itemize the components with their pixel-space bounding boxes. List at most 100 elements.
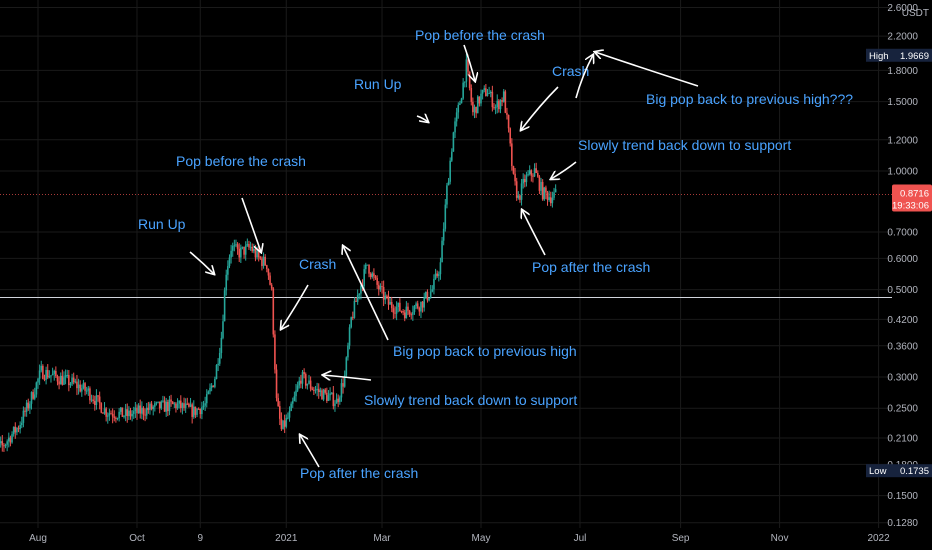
candle-body — [520, 183, 523, 200]
candle-body — [473, 106, 476, 113]
candle-body — [126, 409, 129, 417]
current-price-timer: 19:33:06 — [892, 201, 929, 212]
candle-body — [485, 88, 487, 97]
candle-body — [408, 310, 411, 315]
candle-body — [89, 388, 91, 401]
candle-body — [340, 383, 343, 398]
candle-body — [277, 398, 279, 407]
annotation-text: Pop before the crash — [415, 27, 545, 43]
candle-body — [514, 173, 516, 182]
candle-body — [449, 160, 451, 182]
candle-body — [77, 384, 80, 389]
candle-body — [382, 287, 385, 300]
candle-body — [438, 274, 440, 276]
candle-body — [512, 166, 515, 174]
candle-body — [509, 128, 512, 144]
candle-body — [452, 132, 455, 152]
candle-body — [98, 396, 101, 404]
candle-body — [538, 176, 541, 191]
candle-body — [493, 107, 495, 109]
annotation-text: Slowly trend back down to support — [578, 137, 791, 153]
candle-body — [145, 407, 148, 416]
candle-body — [525, 175, 528, 183]
annotation-arrow — [241, 197, 261, 252]
candle-body — [429, 291, 432, 298]
candle-body — [22, 410, 25, 423]
candle-body — [412, 312, 414, 315]
candle-body — [376, 277, 378, 285]
candle-body — [301, 372, 304, 384]
annotation-arrow — [575, 55, 593, 99]
candle-body — [366, 264, 369, 266]
candle-body — [480, 93, 482, 104]
candle-body — [420, 301, 422, 312]
candle-body — [149, 403, 151, 410]
candle-body — [160, 401, 163, 409]
candle-body — [348, 327, 351, 346]
candle-body — [270, 284, 273, 289]
candle-body — [465, 59, 468, 82]
candle-body — [314, 389, 317, 391]
time-axis: Aug Oct 9 2021 Mar May Jul Sep Nov 2022 — [29, 533, 890, 544]
candle-body — [384, 295, 387, 300]
candle-body — [204, 403, 206, 406]
candle-body — [313, 389, 315, 391]
time-axis-panel[interactable] — [0, 528, 892, 550]
candle-body — [32, 392, 34, 399]
candle-body — [259, 257, 262, 259]
candle-body — [311, 388, 314, 390]
candle-body — [40, 365, 43, 371]
candle-body — [330, 392, 333, 394]
candle-body — [470, 87, 473, 102]
candle-body — [105, 408, 107, 417]
candle-body — [165, 401, 167, 412]
candle-body — [394, 312, 396, 314]
candle-body — [27, 402, 30, 409]
y-tick-label: 2.6000 — [887, 3, 918, 14]
annotation-text: Run Up — [354, 76, 402, 92]
candle-body — [402, 311, 404, 313]
y-tick-label: 1.2000 — [887, 135, 918, 146]
candle-body — [56, 376, 59, 382]
candle-body — [291, 401, 294, 404]
candle-body — [214, 379, 216, 387]
candle-body — [483, 88, 486, 90]
candle-body — [24, 410, 26, 412]
candle-body — [290, 403, 292, 411]
candle-body — [123, 415, 125, 417]
annotation-text: Big pop back to previous high — [393, 343, 577, 359]
low-badge — [866, 464, 932, 478]
x-tick-label: May — [472, 533, 491, 544]
candle-body — [309, 380, 312, 389]
candle-body — [527, 174, 529, 176]
candle-body — [522, 178, 524, 184]
candle-body — [154, 403, 156, 407]
annotations: Run Up Pop before the crash Crash Big pop b… — [138, 27, 853, 481]
candle-body — [192, 406, 195, 417]
candle-body — [486, 93, 489, 97]
low-badge-value: 0.1735 — [900, 466, 929, 477]
candle-body — [392, 308, 395, 313]
candle-body — [332, 392, 335, 407]
candle-body — [319, 390, 322, 392]
candle-body — [59, 375, 62, 385]
candle-body — [342, 383, 344, 387]
candle-body — [455, 112, 458, 122]
candle-body — [157, 401, 159, 403]
candle-body — [85, 390, 88, 392]
candle-body — [501, 100, 503, 102]
candle-body — [175, 403, 177, 409]
candle-body — [407, 306, 409, 311]
price-axis-panel[interactable] — [892, 0, 932, 528]
annotation-arrow — [323, 375, 372, 381]
candle-body — [141, 407, 143, 414]
candle-body — [87, 388, 90, 391]
candle-body — [347, 345, 349, 358]
current-price-value: 0.8716 — [900, 189, 929, 200]
candle-body — [353, 300, 356, 318]
candle-body — [363, 269, 365, 287]
candle-body — [502, 91, 505, 102]
annotation-arrow — [189, 251, 214, 274]
